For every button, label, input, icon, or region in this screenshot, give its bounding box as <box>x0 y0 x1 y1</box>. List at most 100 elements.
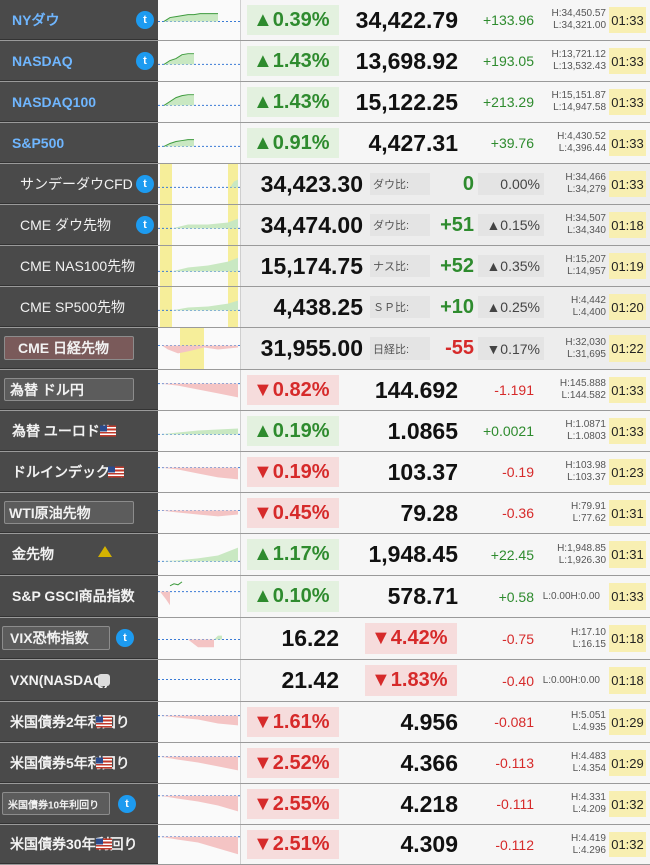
row-name[interactable]: 米国債券5年利回り <box>0 743 158 783</box>
sparkline <box>158 205 241 245</box>
row-name[interactable]: WTI原油先物 <box>0 493 158 533</box>
change-percent: ▲1.17% <box>247 539 339 570</box>
change-percent: ▲1.43% <box>247 46 339 76</box>
table-row[interactable]: 為替 ユーロドル ▲0.19% 1.0865 +0.0021 H:1.0871 L… <box>0 411 650 452</box>
sparkline <box>158 328 241 369</box>
twitter-icon[interactable]: t <box>136 174 154 193</box>
row-name[interactable]: CME SP500先物 <box>0 287 158 327</box>
sparkline <box>158 411 241 451</box>
row-name[interactable]: CME ダウ先物 t <box>0 205 158 245</box>
table-row[interactable]: S&P GSCI商品指数 ▲0.10% 578.71 +0.58 L:0.00 H… <box>0 576 650 618</box>
diff: 0 <box>462 172 474 195</box>
row-name[interactable]: VXN(NASDAQ) <box>0 660 158 701</box>
table-row[interactable]: CME ダウ先物 t 34,474.00 ダウ比: +51 ▲0.15% H:34… <box>0 205 650 246</box>
vix-button[interactable] <box>2 626 110 650</box>
change-percent: ▲1.43% <box>247 87 339 117</box>
update-time: 01:33 <box>609 377 646 403</box>
sparkline <box>158 618 241 659</box>
diff-percent: ▼0.17% <box>478 337 544 360</box>
price: 4,438.25 <box>273 293 363 320</box>
table-row[interactable]: NASDAQ100 ▲1.43% 15,122.25 +213.29 H:15,… <box>0 82 650 123</box>
table-row[interactable]: ドルインデックス ▼0.19% 103.37 -0.19 H:103.98 L:1… <box>0 452 650 493</box>
table-row[interactable]: 米国債券30年利回り ▼2.51% 4.309 -0.112 H:4.419 L:… <box>0 825 650 865</box>
row-name[interactable]: 米国債券30年利回り <box>0 825 158 864</box>
row-name[interactable]: S&P500 <box>0 123 158 163</box>
row-name[interactable]: NYダウ t <box>0 0 158 40</box>
row-name[interactable]: CME NAS100先物 <box>0 246 158 286</box>
table-row[interactable]: サンデーダウCFD t 34,423.30 ダウ比: 0 0.00% H:34,4… <box>0 164 650 205</box>
price: 578.71 <box>387 583 458 609</box>
diff: -55 <box>445 337 474 359</box>
table-row[interactable]: 米国債券2年利回り ▼1.61% 4.956 -0.081 H:5.051 L:4… <box>0 702 650 743</box>
twitter-icon[interactable]: t <box>118 794 136 813</box>
price: 15,174.75 <box>260 252 363 279</box>
update-time: 01:29 <box>609 709 646 735</box>
row-name[interactable]: 為替 ドル円 <box>0 370 158 410</box>
update-time: 01:31 <box>609 500 646 526</box>
nikkei-button[interactable] <box>4 336 134 360</box>
row-name[interactable]: 金先物 <box>0 534 158 575</box>
table-row[interactable]: CME SP500先物 4,438.25 ＳＰ比: +10 ▲0.25% H:4… <box>0 287 650 328</box>
high-low: H:17.10 L:16.15 <box>570 626 606 650</box>
table-row[interactable]: NYダウ t ▲0.39% 34,422.79 +133.96 H:34,450.… <box>0 0 650 41</box>
table-row[interactable]: CME 日経先物 31,955.00 日経比: -55 ▼0.17% H:32,… <box>0 328 650 370</box>
change-percent: ▼2.51% <box>247 830 339 859</box>
diff-percent: ▲0.15% <box>478 214 544 236</box>
update-time: 01:31 <box>609 541 646 568</box>
diff: +52 <box>440 254 474 277</box>
row-name[interactable]: ドルインデックス <box>0 452 158 492</box>
row-name[interactable]: S&P GSCI商品指数 <box>0 576 158 617</box>
twitter-icon[interactable]: t <box>116 629 134 647</box>
update-time: 01:33 <box>609 171 646 197</box>
table-row[interactable]: 米国債券5年利回り ▼2.52% 4.366 -0.113 H:4.483 L:4… <box>0 743 650 784</box>
row-name[interactable]: VIX恐怖指数 t <box>0 618 158 659</box>
change-percent: ▲0.10% <box>247 581 339 612</box>
sparkline <box>158 41 241 81</box>
high-low: H:1.0871 L:1.0803 <box>565 419 606 442</box>
table-row[interactable]: 米国債券10年利回り t ▼2.55% 4.218 -0.111 H:4.331 L… <box>0 784 650 825</box>
price: 4,427.31 <box>368 129 458 156</box>
row-name[interactable]: サンデーダウCFD t <box>0 164 158 204</box>
table-row[interactable]: S&P500 ▲0.91% 4,427.31 +39.76 H:4,430.52… <box>0 123 650 164</box>
table-row[interactable]: 為替 ドル円 ▼0.82% 144.692 -1.191 H:145.888 L:… <box>0 370 650 411</box>
sparkline <box>158 702 241 742</box>
twitter-icon[interactable]: t <box>136 51 154 70</box>
wti-button[interactable] <box>4 501 134 524</box>
table-row[interactable]: CME NAS100先物 15,174.75 ナス比: +52 ▲0.35% H… <box>0 246 650 287</box>
sparkline <box>158 370 241 410</box>
change-percent: ▼1.83% <box>365 665 457 696</box>
update-time: 01:29 <box>609 750 646 776</box>
update-time: 01:32 <box>609 791 646 817</box>
update-time: 01:18 <box>609 625 646 652</box>
change: -0.40 <box>502 672 534 689</box>
change: +193.05 <box>483 53 534 69</box>
twitter-icon[interactable]: t <box>136 215 154 234</box>
table-row[interactable]: 金先物 ▲1.17% 1,948.45 +22.45 H:1,948.85 L:1… <box>0 534 650 576</box>
twitter-icon[interactable]: t <box>136 10 154 29</box>
change: -1.191 <box>494 382 534 398</box>
change: -0.081 <box>494 714 534 730</box>
sparkline <box>158 534 241 575</box>
price: 31,955.00 <box>260 335 363 361</box>
diff-percent: 0.00% <box>478 173 544 195</box>
high-low: H:4.483 L:4.354 <box>570 751 606 774</box>
table-row[interactable]: VIX恐怖指数 t 16.22 ▼4.42% -0.75 H:17.10 L:16.… <box>0 618 650 660</box>
row-name[interactable]: 米国債券2年利回り <box>0 702 158 742</box>
change: +0.0021 <box>483 423 534 439</box>
row-name[interactable]: 米国債券10年利回り t <box>0 784 158 824</box>
usdjpy-button[interactable] <box>4 378 134 401</box>
sparkline <box>158 576 241 617</box>
sparkline <box>158 164 241 204</box>
us10y-button[interactable] <box>2 792 110 815</box>
sparkline <box>158 452 241 492</box>
row-name[interactable]: NASDAQ t <box>0 41 158 81</box>
high-low: L:0.00 H:0.00 <box>542 590 600 602</box>
table-row[interactable]: WTI原油先物 ▼0.45% 79.28 -0.36 H:79.91 L:77.6… <box>0 493 650 534</box>
price: 21.42 <box>281 667 339 693</box>
row-name[interactable]: NASDAQ100 <box>0 82 158 122</box>
row-name[interactable]: CME 日経先物 <box>0 328 158 369</box>
row-name[interactable]: 為替 ユーロドル <box>0 411 158 451</box>
price: 34,423.30 <box>260 170 363 197</box>
table-row[interactable]: VXN(NASDAQ) 21.42 ▼1.83% -0.40 L:0.00 H:0… <box>0 660 650 702</box>
table-row[interactable]: NASDAQ t ▲1.43% 13,698.92 +193.05 H:13,72… <box>0 41 650 82</box>
